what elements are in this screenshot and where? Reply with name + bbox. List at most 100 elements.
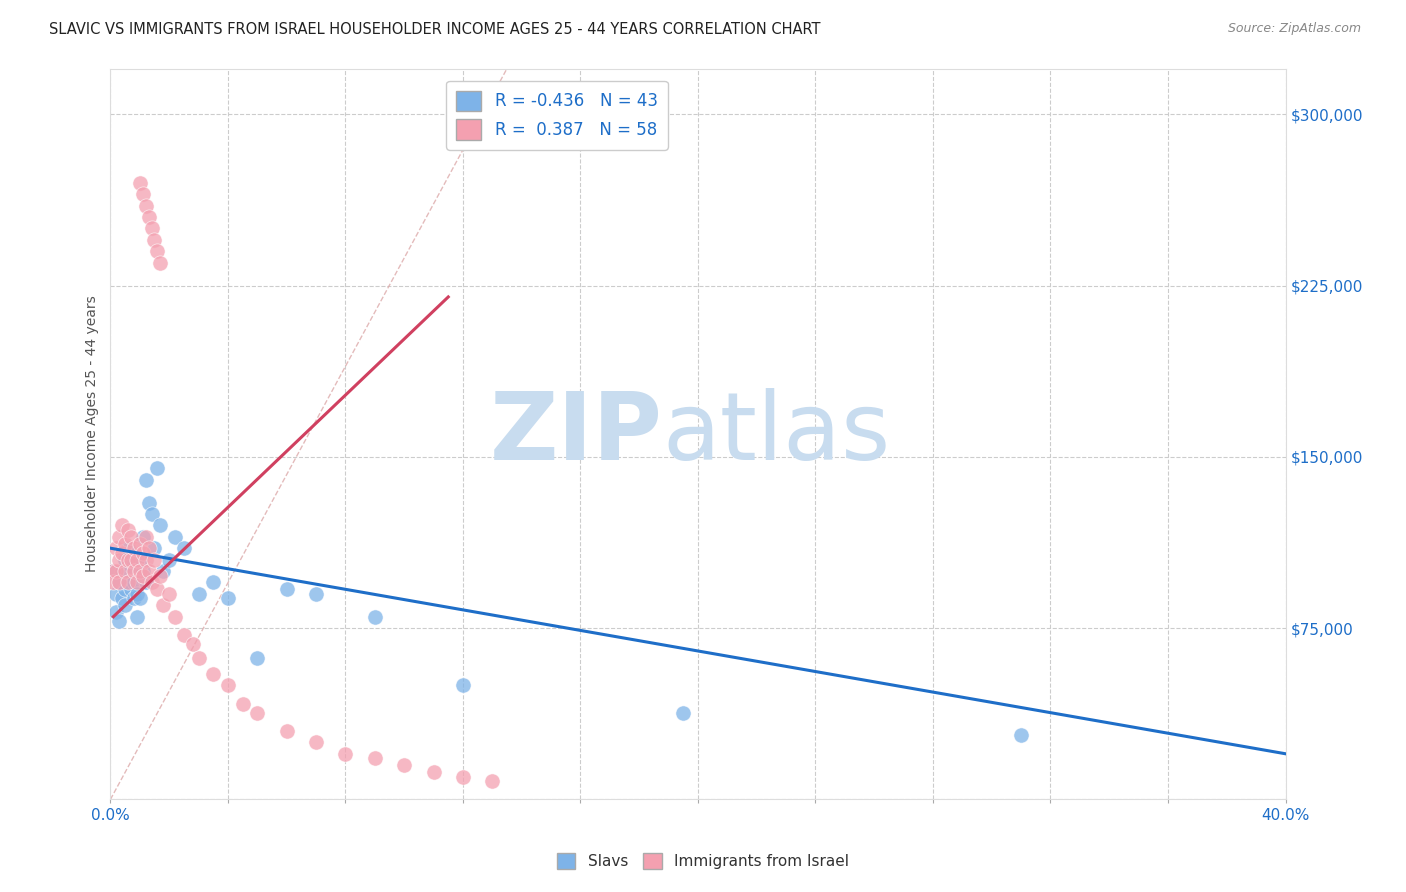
Point: [125, 587, 148, 601]
Point: [451, 678, 474, 692]
Point: [135, 530, 157, 544]
Point: [135, 198, 157, 212]
Point: [1010, 729, 1032, 743]
Point: [202, 575, 225, 590]
Point: [132, 546, 155, 560]
Point: [276, 582, 298, 597]
Point: [117, 575, 139, 590]
Point: [217, 591, 239, 606]
Point: [143, 541, 166, 556]
Point: [138, 564, 160, 578]
Point: [232, 697, 254, 711]
Point: [128, 564, 150, 578]
Point: [217, 678, 239, 692]
Point: [141, 575, 163, 590]
Point: [125, 609, 148, 624]
Point: [122, 575, 145, 590]
Point: [114, 564, 136, 578]
Text: ZIP: ZIP: [489, 388, 662, 480]
Point: [117, 541, 139, 556]
Point: [305, 735, 328, 749]
Text: atlas: atlas: [662, 388, 891, 480]
Point: [422, 765, 444, 780]
Point: [135, 552, 157, 566]
Point: [111, 546, 134, 560]
Point: [276, 723, 298, 738]
Point: [128, 536, 150, 550]
Point: [122, 591, 145, 606]
Point: [138, 541, 160, 556]
Point: [111, 518, 134, 533]
Point: [149, 568, 172, 582]
Point: [187, 650, 209, 665]
Text: SLAVIC VS IMMIGRANTS FROM ISRAEL HOUSEHOLDER INCOME AGES 25 - 44 YEARS CORRELATI: SLAVIC VS IMMIGRANTS FROM ISRAEL HOUSEHO…: [49, 22, 821, 37]
Point: [135, 473, 157, 487]
Point: [108, 552, 131, 566]
Point: [152, 599, 174, 613]
Point: [364, 751, 387, 765]
Point: [120, 559, 142, 574]
Point: [108, 575, 131, 590]
Point: [364, 609, 387, 624]
Point: [138, 210, 160, 224]
Point: [122, 541, 145, 556]
Text: Source: ZipAtlas.com: Source: ZipAtlas.com: [1227, 22, 1361, 36]
Point: [117, 523, 139, 537]
Point: [392, 758, 415, 772]
Point: [157, 552, 180, 566]
Point: [187, 587, 209, 601]
Point: [128, 591, 150, 606]
Y-axis label: Householder Income Ages 25 - 44 years: Householder Income Ages 25 - 44 years: [86, 295, 100, 573]
Point: [105, 541, 128, 556]
Point: [103, 575, 125, 590]
Point: [128, 176, 150, 190]
Point: [117, 575, 139, 590]
Point: [108, 530, 131, 544]
Point: [105, 587, 128, 601]
Point: [163, 530, 186, 544]
Point: [149, 255, 172, 269]
Point: [111, 564, 134, 578]
Point: [108, 575, 131, 590]
Point: [672, 706, 695, 720]
Legend: R = -0.436   N = 43, R =  0.387   N = 58: R = -0.436 N = 43, R = 0.387 N = 58: [446, 80, 668, 150]
Point: [117, 552, 139, 566]
Point: [132, 568, 155, 582]
Point: [125, 552, 148, 566]
Point: [146, 244, 169, 259]
Point: [141, 507, 163, 521]
Point: [163, 609, 186, 624]
Point: [120, 530, 142, 544]
Point: [103, 564, 125, 578]
Point: [152, 564, 174, 578]
Point: [143, 233, 166, 247]
Point: [157, 587, 180, 601]
Point: [141, 221, 163, 235]
Point: [120, 582, 142, 597]
Point: [173, 541, 195, 556]
Point: [132, 564, 155, 578]
Point: [108, 615, 131, 629]
Point: [105, 605, 128, 619]
Point: [305, 587, 328, 601]
Point: [103, 564, 125, 578]
Point: [246, 650, 269, 665]
Point: [146, 461, 169, 475]
Point: [122, 564, 145, 578]
Point: [451, 770, 474, 784]
Point: [143, 552, 166, 566]
Point: [202, 666, 225, 681]
Point: [114, 582, 136, 597]
Point: [173, 628, 195, 642]
Point: [246, 706, 269, 720]
Legend: Slavs, Immigrants from Israel: Slavs, Immigrants from Israel: [551, 847, 855, 875]
Point: [120, 552, 142, 566]
Point: [114, 552, 136, 566]
Point: [138, 495, 160, 509]
Point: [132, 530, 155, 544]
Point: [146, 582, 169, 597]
Point: [114, 536, 136, 550]
Point: [128, 552, 150, 566]
Point: [181, 637, 204, 651]
Point: [111, 591, 134, 606]
